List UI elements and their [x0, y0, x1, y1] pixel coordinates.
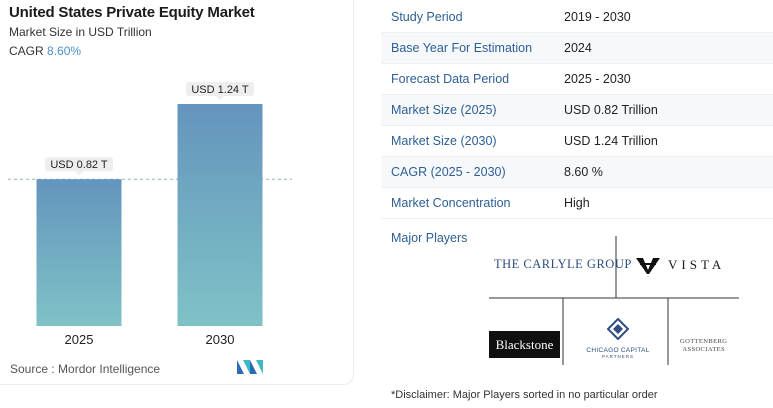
info-label: Study Period — [391, 10, 463, 24]
info-row: Market Size (2030) USD 1.24 Trillion — [381, 126, 773, 157]
market-info-table: Study Period 2019 - 2030 Base Year For Est… — [381, 2, 773, 219]
info-label: CAGR (2025 - 2030) — [391, 165, 506, 179]
info-row: CAGR (2025 - 2030) 8.60 % — [381, 157, 773, 188]
info-value: 2024 — [564, 41, 592, 55]
info-value: 2025 - 2030 — [564, 72, 631, 86]
blackstone-logo: Blackstone — [489, 331, 560, 358]
info-value: 8.60 % — [564, 165, 603, 179]
info-row: Market Size (2025) USD 0.82 Trillion — [381, 95, 773, 126]
value-label: USD 0.82 T — [50, 159, 108, 171]
info-label: Market Size (2030) — [391, 134, 497, 148]
chicago-capital-logo: CHICAGO CAPITAL PARTNERS — [583, 317, 653, 359]
category-label: 2030 — [206, 332, 235, 347]
info-row: Market Concentration High — [381, 188, 773, 219]
info-value: USD 0.82 Trillion — [564, 103, 658, 117]
info-label: Base Year For Estimation — [391, 41, 533, 55]
chicago-capital-sub: PARTNERS — [601, 354, 635, 359]
value-label-pointer — [75, 171, 83, 176]
value-label: USD 1.24 T — [191, 84, 249, 96]
info-label: Market Size (2025) — [391, 103, 497, 117]
category-label: 2025 — [65, 332, 94, 347]
value-label-bg — [186, 82, 254, 96]
chart-subtitle: Market Size in USD Trillion — [9, 25, 152, 39]
major-players-label: Major Players — [391, 231, 468, 245]
cagr-label: CAGR — [9, 44, 44, 58]
value-label-pointer — [216, 96, 224, 100]
cagr-value: 8.60% — [47, 44, 82, 58]
carlyle-group-logo: THE CARLYLE GROUP — [494, 257, 632, 271]
info-label: Market Concentration — [391, 196, 511, 210]
vista-mark-icon — [636, 258, 660, 274]
vista-logo-text: VISTA — [668, 257, 726, 272]
disclaimer-text: *Disclaimer: Major Players sorted in no … — [391, 389, 658, 401]
info-row: Base Year For Estimation 2024 — [381, 33, 773, 64]
mordor-logo-icon — [237, 360, 263, 374]
bar-2025 — [36, 179, 122, 326]
source-text: Source : Mordor Intelligence — [10, 362, 161, 376]
info-label: Forecast Data Period — [391, 72, 510, 86]
info-value: 2019 - 2030 — [564, 10, 631, 24]
info-value: High — [564, 196, 590, 210]
gottenberg-line1: GOTTENBERG — [680, 338, 728, 345]
gottenberg-line2: ASSOCIATES — [682, 346, 725, 353]
info-row: Forecast Data Period 2025 - 2030 — [381, 64, 773, 95]
vista-logo: VISTA — [634, 255, 725, 275]
chart-title: United States Private Equity Market — [9, 4, 255, 21]
bar-chart: USD 0.82 T 2025 USD 1.24 T 2030 — [8, 82, 292, 347]
value-label-bg — [45, 157, 113, 172]
gottenberg-logo: GOTTENBERG ASSOCIATES — [680, 338, 727, 354]
bar-2030 — [177, 104, 263, 326]
chicago-capital-name: CHICAGO CAPITAL — [586, 347, 650, 354]
chicago-capital-mark-icon — [606, 317, 630, 341]
chart-card: United States Private Equity Market Mark… — [0, 0, 354, 385]
info-value: USD 1.24 Trillion — [564, 134, 658, 148]
cagr-line: CAGR 8.60% — [9, 44, 81, 58]
info-row: Study Period 2019 - 2030 — [381, 2, 773, 33]
